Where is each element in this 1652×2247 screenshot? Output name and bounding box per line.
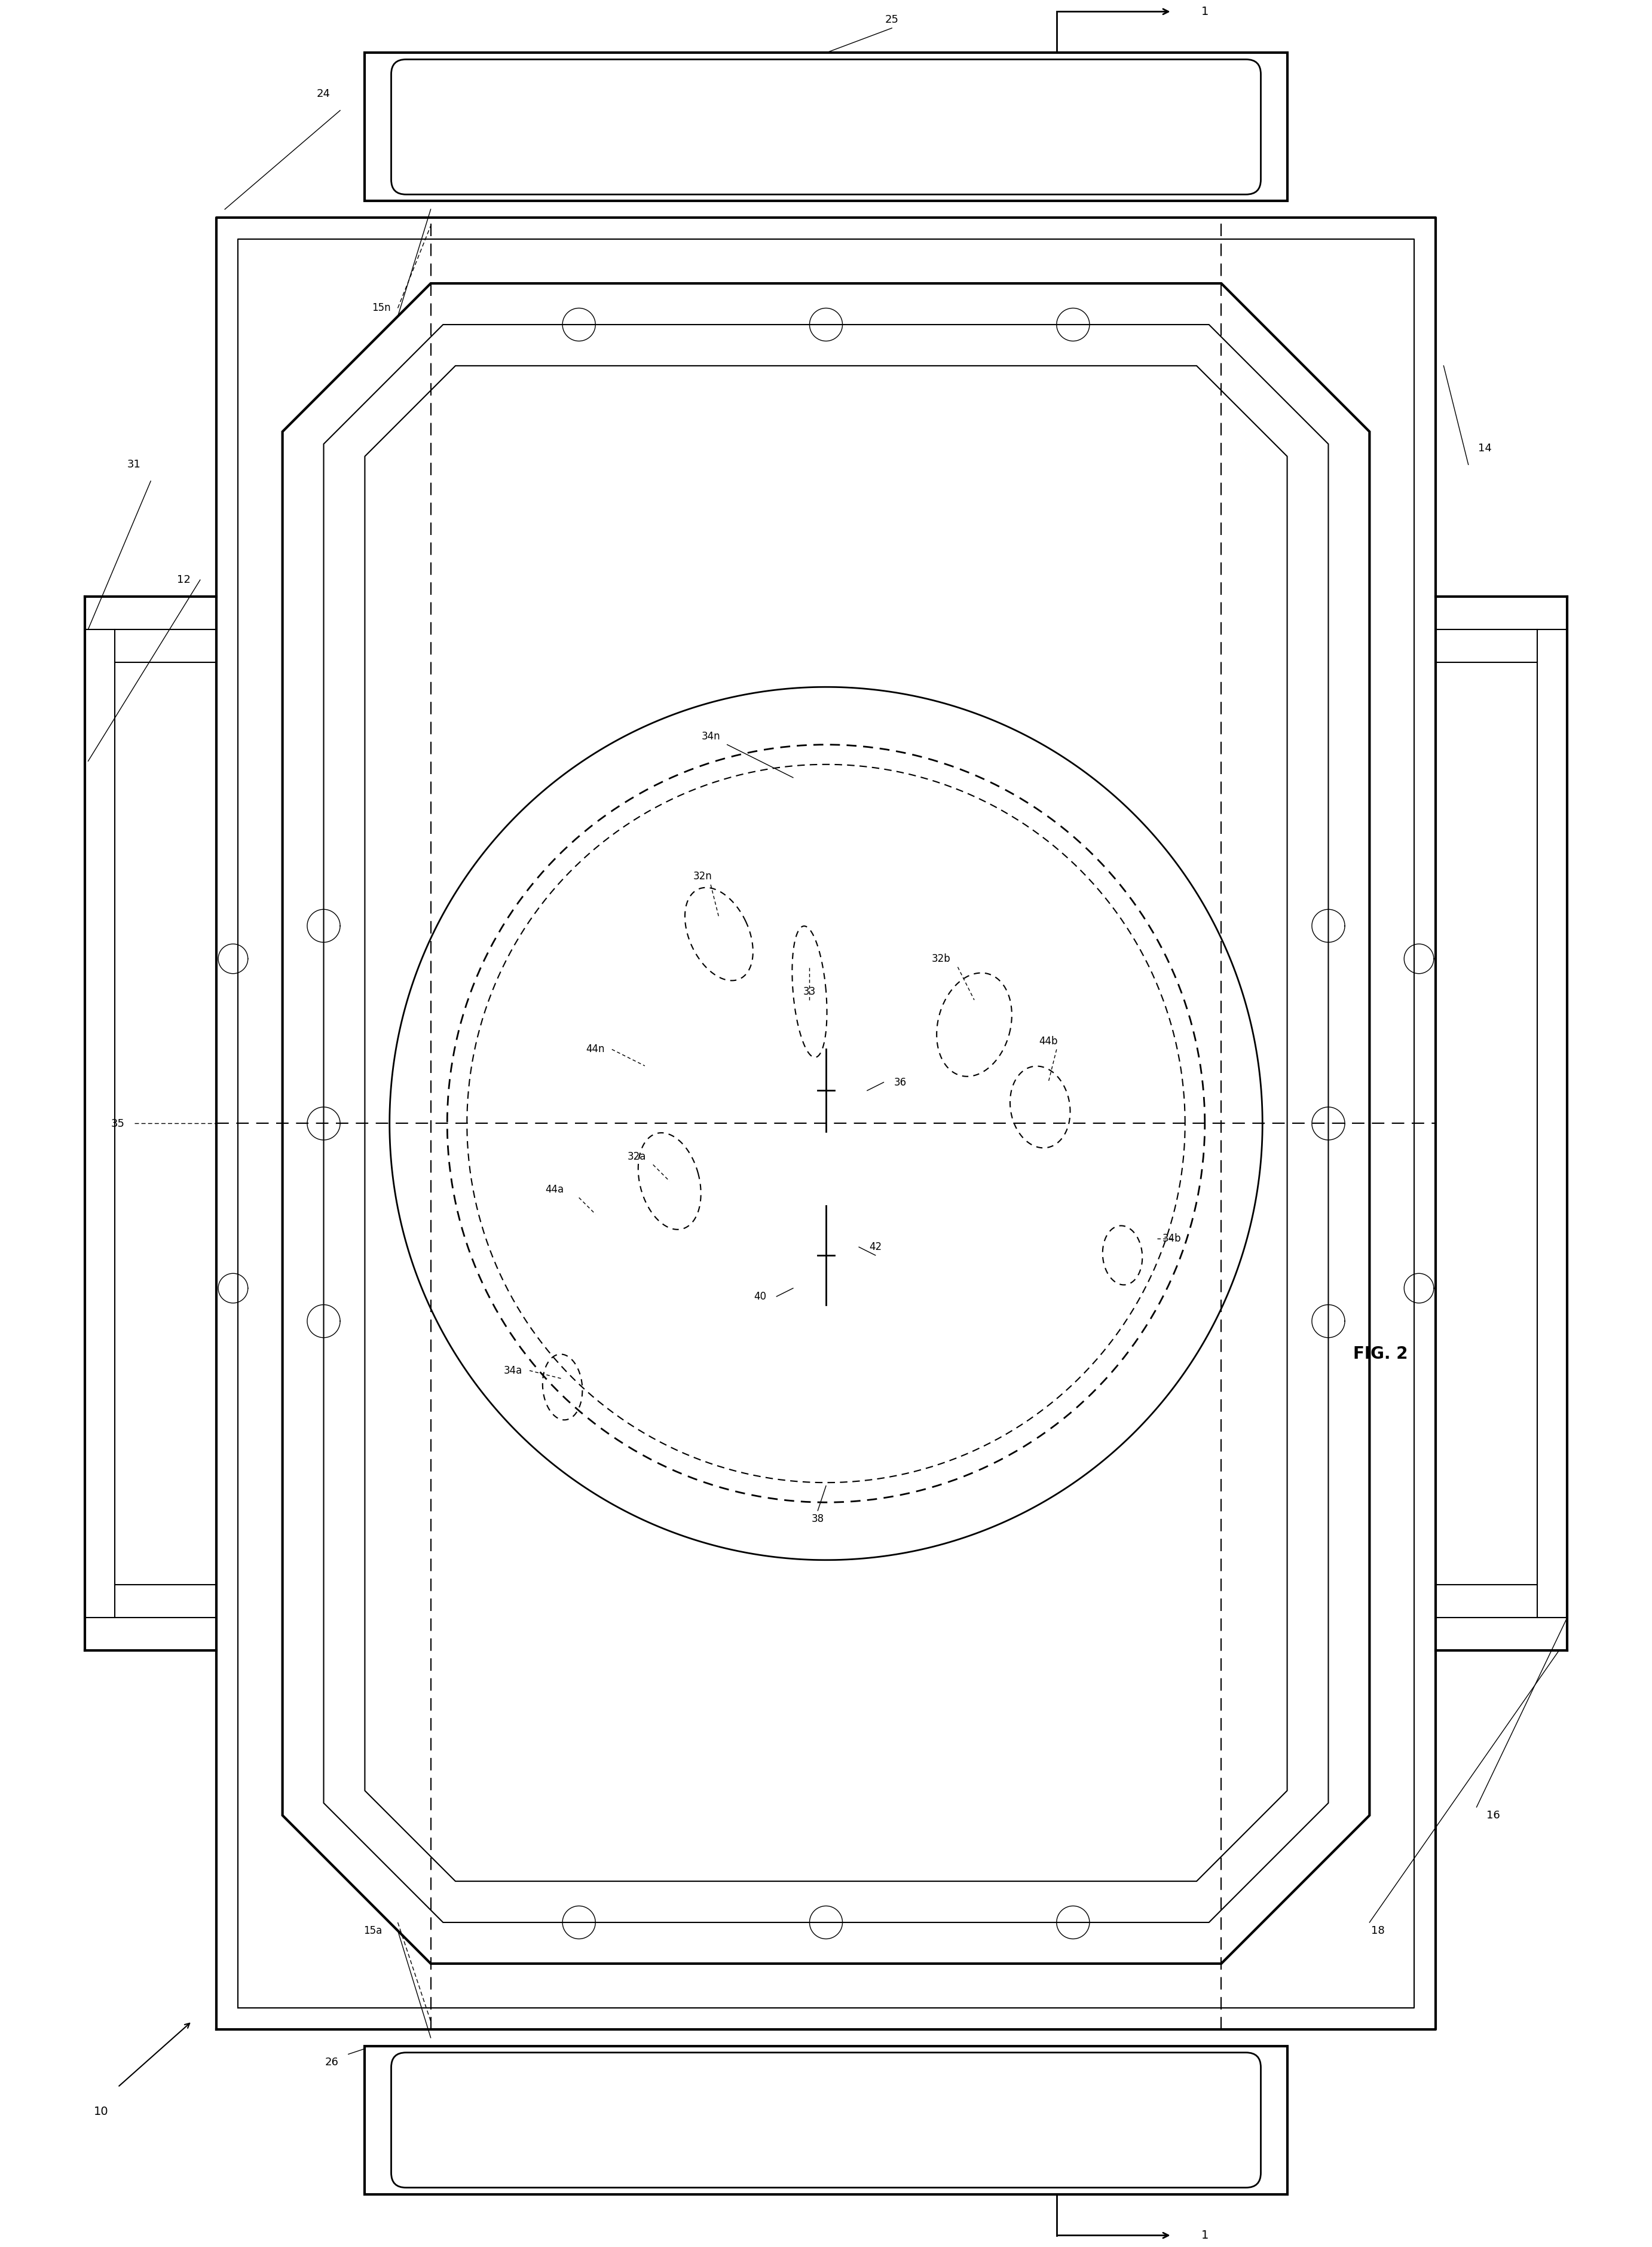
Text: 44a: 44a [545,1184,563,1195]
Text: 34n: 34n [700,730,720,742]
Text: 32b: 32b [932,953,952,964]
FancyBboxPatch shape [392,58,1260,195]
Text: 32a: 32a [628,1150,646,1162]
Text: 33: 33 [803,986,816,998]
Text: 10: 10 [94,2105,109,2117]
Text: 15a: 15a [363,1926,382,1937]
Text: 15n: 15n [372,303,392,315]
Text: 34b: 34b [1163,1234,1181,1245]
Text: 1: 1 [1201,2229,1209,2240]
Text: 44n: 44n [586,1045,605,1054]
Text: 38: 38 [811,1514,824,1523]
Text: 36: 36 [894,1076,907,1088]
Text: 26: 26 [325,2056,339,2067]
Text: 44b: 44b [1039,1036,1057,1047]
Text: 34a: 34a [504,1366,522,1375]
Text: 18: 18 [1371,1926,1384,1937]
Text: 25: 25 [885,13,899,25]
Text: 40: 40 [753,1292,767,1301]
Text: 14: 14 [1479,443,1492,454]
Text: 16: 16 [1487,1811,1500,1820]
Text: 35: 35 [111,1119,124,1128]
Text: 27: 27 [803,2114,816,2126]
Text: 31: 31 [127,458,140,470]
Text: 24: 24 [317,88,330,99]
Text: 12: 12 [177,575,190,584]
Text: FIG. 2: FIG. 2 [1353,1346,1408,1362]
FancyBboxPatch shape [365,2047,1287,2195]
Text: 1: 1 [1201,7,1209,18]
FancyBboxPatch shape [365,52,1287,200]
FancyBboxPatch shape [392,2052,1260,2189]
Text: 42: 42 [869,1243,882,1252]
Text: 32n: 32n [692,872,712,881]
